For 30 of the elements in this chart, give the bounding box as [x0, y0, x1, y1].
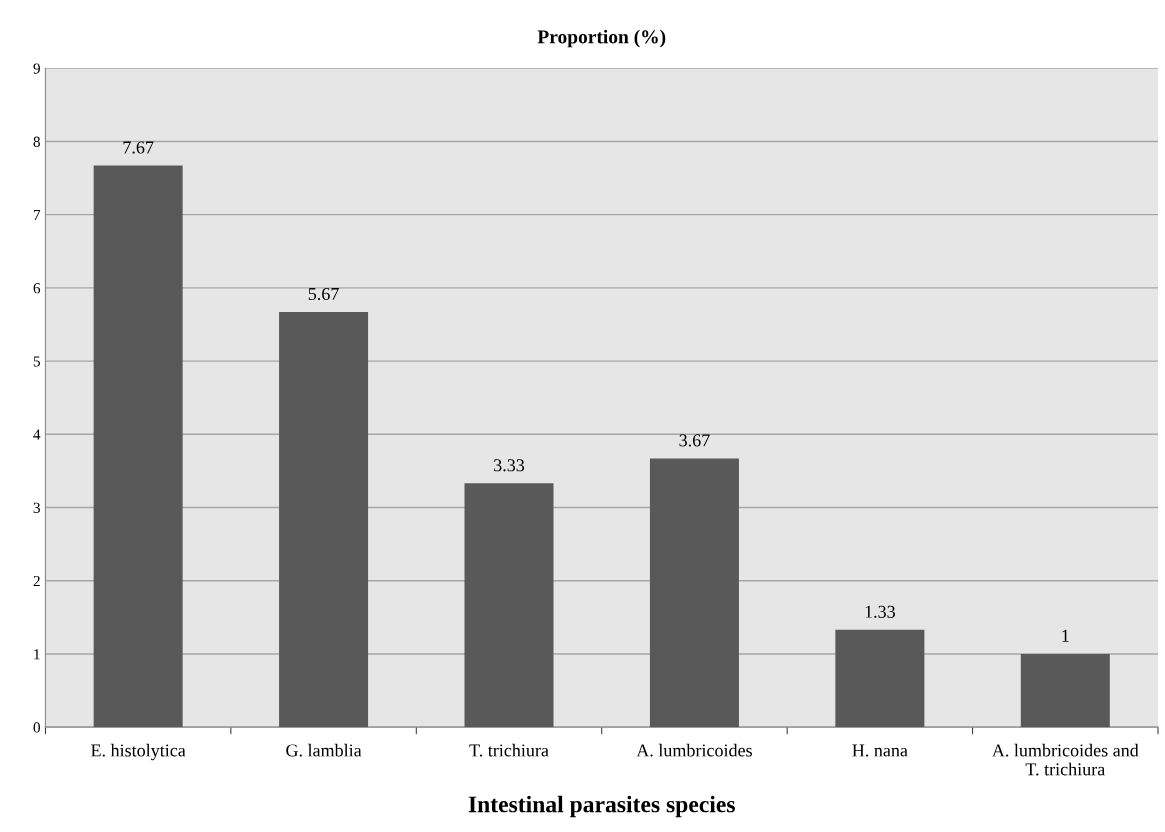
bar [1020, 653, 1110, 728]
x-axis-title: Intestinal parasites species [468, 795, 735, 818]
y-tick-label: 5 [33, 356, 40, 367]
y-tick-label: 1 [34, 649, 40, 660]
data-label: 7.67 [123, 141, 154, 154]
y-tick-label: 0 [33, 722, 40, 733]
bar [279, 312, 369, 728]
bar [649, 458, 739, 728]
bar [93, 165, 183, 728]
x-tick-label: H. nana [852, 744, 908, 757]
x-tick-label: E. histolytica [91, 743, 186, 761]
x-tick-label: A. lumbricoides and T. trichiura [992, 743, 1139, 776]
y-tick-label: 7 [33, 209, 41, 220]
y-tick-label: 6 [33, 283, 41, 294]
data-label: 3.67 [679, 434, 710, 447]
bar [835, 629, 925, 728]
y-tick-label: 2 [33, 575, 40, 587]
y-tick-label: 9 [33, 63, 40, 74]
data-label: 1 [1062, 629, 1069, 642]
x-tick-label: G. lamblia [286, 743, 362, 757]
y-tick-label: 3 [33, 502, 40, 513]
x-tick-label: T. trichiura [469, 743, 549, 757]
chart-title: Proportion (%) [537, 29, 666, 48]
y-tick-label: 8 [33, 136, 40, 147]
bar [464, 483, 554, 728]
data-label: 5.67 [308, 287, 339, 301]
data-label: 3.33 [494, 459, 525, 472]
y-tick-label: 4 [33, 429, 41, 440]
data-label: 1.33 [865, 605, 895, 618]
x-tick-label: A. lumbricoides [636, 743, 752, 757]
